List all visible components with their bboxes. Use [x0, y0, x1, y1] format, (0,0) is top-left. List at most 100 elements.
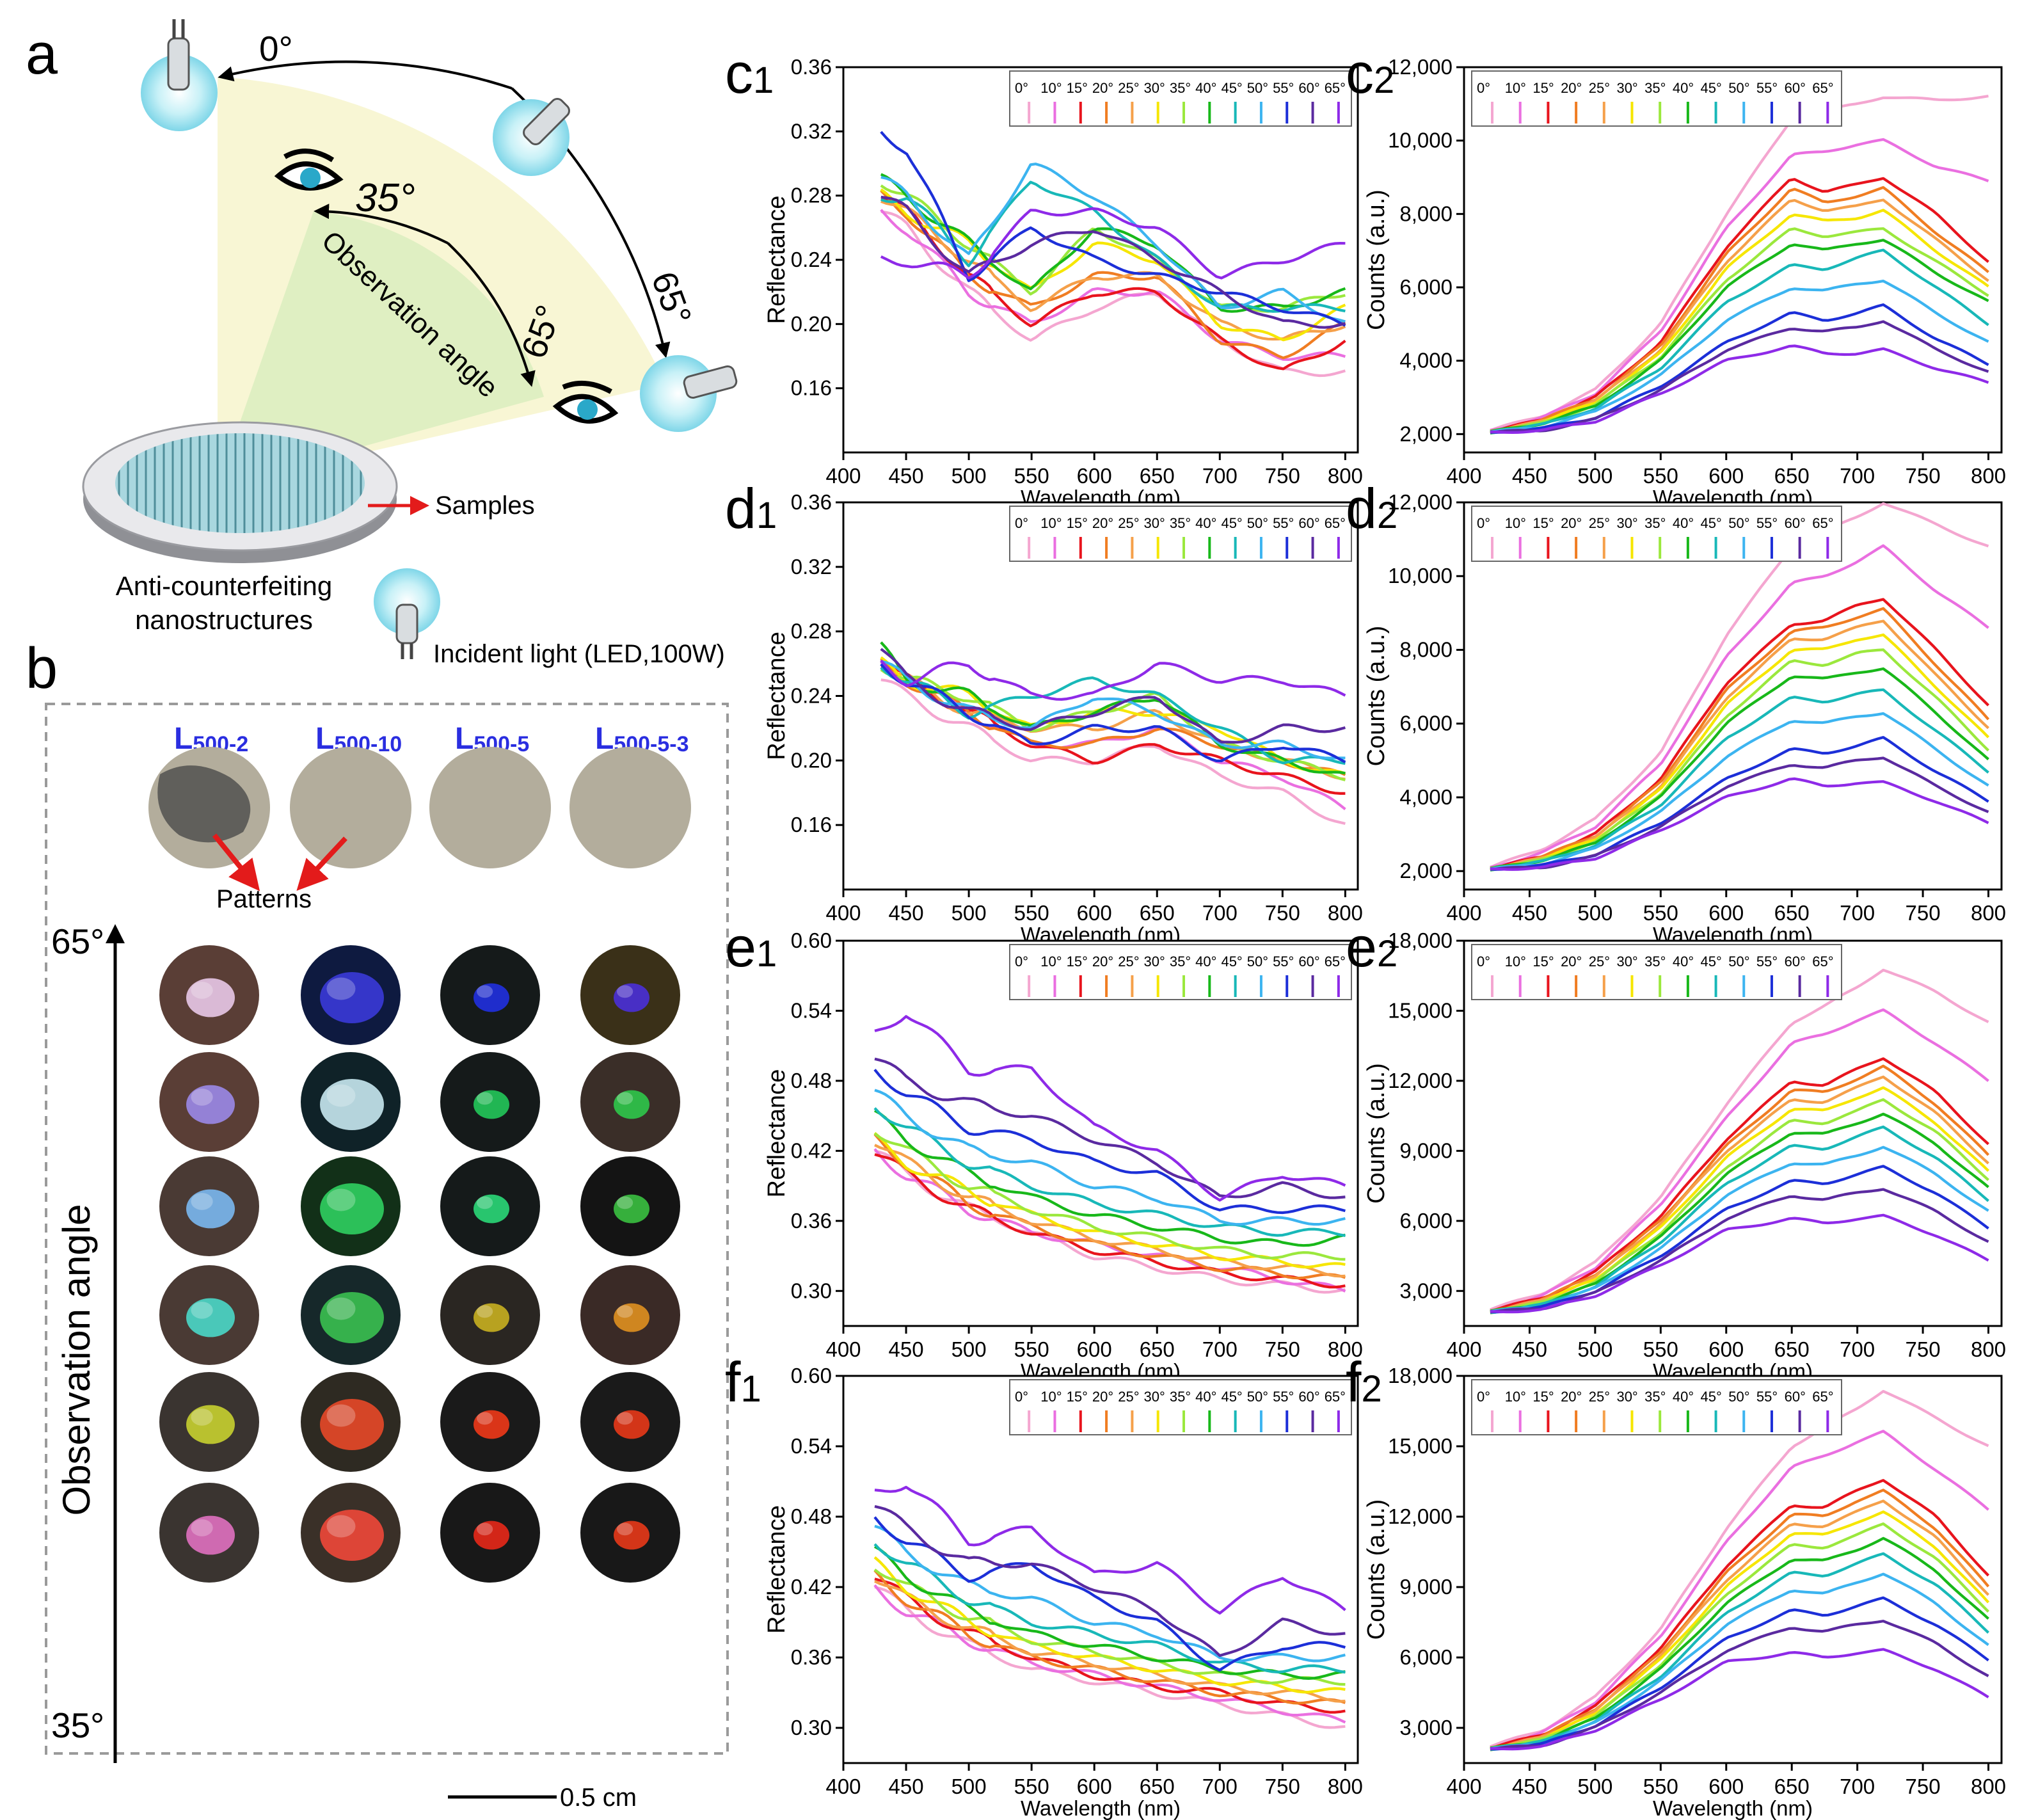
- panel-label: f1: [725, 1350, 761, 1414]
- legend-label: 65°: [1325, 954, 1346, 970]
- legend-label: 35°: [1170, 954, 1191, 970]
- x-tick-label: 550: [1014, 464, 1049, 488]
- panel-label: c1: [725, 42, 774, 105]
- legend-label: 40°: [1673, 1389, 1694, 1405]
- y-tick-label: 0.28: [791, 619, 832, 643]
- x-tick-label: 600: [1708, 1775, 1744, 1798]
- pattern-highlight: [477, 1092, 493, 1105]
- legend-label: 30°: [1616, 1389, 1637, 1405]
- x-tick-label: 800: [1971, 1337, 2006, 1361]
- pattern-highlight: [191, 1193, 213, 1210]
- panel-label-sub: 2: [1377, 933, 1397, 975]
- scale-bar-label: 0.5 cm: [560, 1784, 637, 1812]
- series-line: [1490, 667, 1989, 870]
- x-tick-label: 650: [1140, 464, 1175, 488]
- y-tick-label: 15,000: [1388, 998, 1453, 1022]
- legend-label: 10°: [1040, 515, 1062, 531]
- panel-label-main: f: [725, 1350, 741, 1414]
- legend-label: 20°: [1561, 954, 1582, 970]
- legend-label: 65°: [1812, 515, 1833, 531]
- legend-label: 40°: [1195, 515, 1216, 531]
- y-tick-label: 6,000: [1399, 275, 1453, 299]
- legend-label: 40°: [1195, 80, 1216, 96]
- legend-label: 45°: [1221, 515, 1242, 531]
- plot-frame: [1463, 66, 2003, 454]
- angle-pattern: [320, 1399, 384, 1450]
- series-line: [1490, 777, 1989, 871]
- series-line: [874, 1485, 1346, 1615]
- pattern-arrow: [296, 836, 347, 891]
- y-tick-label: 8,000: [1399, 637, 1453, 661]
- photo-grid: [159, 945, 680, 1583]
- pattern-highlight: [326, 1297, 356, 1320]
- legend-box: [1009, 1379, 1352, 1435]
- panel-a: a: [26, 19, 738, 668]
- legend-label: 30°: [1144, 80, 1165, 96]
- x-tick-label: 450: [889, 1337, 924, 1361]
- y-tick-label: 0.60: [791, 929, 832, 952]
- series-line: [1490, 968, 1989, 1311]
- series-line: [874, 1580, 1346, 1703]
- x-tick-label: 450: [889, 901, 924, 925]
- x-tick-label: 550: [1643, 464, 1678, 488]
- legend-label: 0°: [1477, 515, 1490, 531]
- x-tick-label: 750: [1265, 464, 1300, 488]
- x-tick-label: 800: [1328, 464, 1363, 488]
- x-tick-label: 400: [825, 464, 861, 488]
- pattern-arrow: [212, 833, 260, 891]
- legend-label: 15°: [1532, 954, 1554, 970]
- sample-disk: [82, 421, 398, 563]
- series-line: [874, 1524, 1346, 1663]
- panel-label: d1: [725, 477, 777, 540]
- y-tick-label: 12,000: [1388, 1505, 1453, 1528]
- legend-label: 45°: [1221, 80, 1242, 96]
- series-line: [1490, 712, 1989, 870]
- angle-pattern: [474, 983, 509, 1012]
- bulb-icon: [374, 568, 440, 659]
- legend-label: 35°: [1644, 515, 1666, 531]
- x-tick-label: 400: [1446, 464, 1481, 488]
- x-tick-label: 700: [1840, 1337, 1875, 1361]
- legend-label: 15°: [1067, 80, 1088, 96]
- x-tick-label: 400: [1446, 1337, 1481, 1361]
- series-line: [1490, 344, 1989, 434]
- pattern-highlight: [477, 985, 493, 998]
- legend-label: 10°: [1505, 515, 1526, 531]
- legend-label: 45°: [1701, 1389, 1722, 1405]
- y-axis-label: Reflectance: [763, 1069, 790, 1198]
- legend-label: 50°: [1247, 954, 1268, 970]
- legend-label: 10°: [1040, 954, 1062, 970]
- y-tick-label: 0.60: [791, 1364, 832, 1387]
- legend-box: [1471, 70, 1842, 127]
- series-line: [1490, 1112, 1989, 1313]
- x-tick-label: 650: [1140, 1775, 1175, 1798]
- x-tick-label: 400: [825, 1337, 861, 1361]
- series-line: [880, 641, 1346, 775]
- legend-label: 45°: [1221, 1389, 1242, 1405]
- series-line: [880, 195, 1346, 329]
- eye-icon: [274, 148, 344, 191]
- legend-label: 45°: [1221, 954, 1242, 970]
- series-line: [1490, 209, 1989, 433]
- legend-box: [1471, 1379, 1842, 1435]
- panel-label: e1: [725, 915, 777, 978]
- undeveloped-patterns: [148, 747, 691, 868]
- chart-f2: f2 400 450 500 550 600 650 700 750 800 3,000 6,000 9…: [1346, 1350, 2006, 1820]
- plot-frame: [1463, 939, 2003, 1327]
- pattern-highlight: [326, 1404, 356, 1427]
- legend-label: 55°: [1273, 954, 1294, 970]
- y-tick-label: 8,000: [1399, 202, 1453, 225]
- panel-b-label: b: [26, 637, 58, 701]
- series-line: [1490, 1008, 1989, 1312]
- chart-c2: c2 400 450 500 550 600 650 700 750 800 2,000 4,000 6…: [1346, 42, 2006, 509]
- legend-label: 20°: [1092, 80, 1113, 96]
- series-line: [874, 1505, 1346, 1657]
- series-line: [1490, 1572, 1989, 1750]
- x-tick-label: 700: [1840, 901, 1875, 925]
- series-line: [873, 1107, 1346, 1237]
- legend-label: 0°: [1477, 1389, 1490, 1405]
- legend-label: 40°: [1673, 954, 1694, 970]
- series-line: [1490, 239, 1989, 433]
- x-tick-label: 600: [1708, 464, 1744, 488]
- legend-label: 0°: [1015, 80, 1028, 96]
